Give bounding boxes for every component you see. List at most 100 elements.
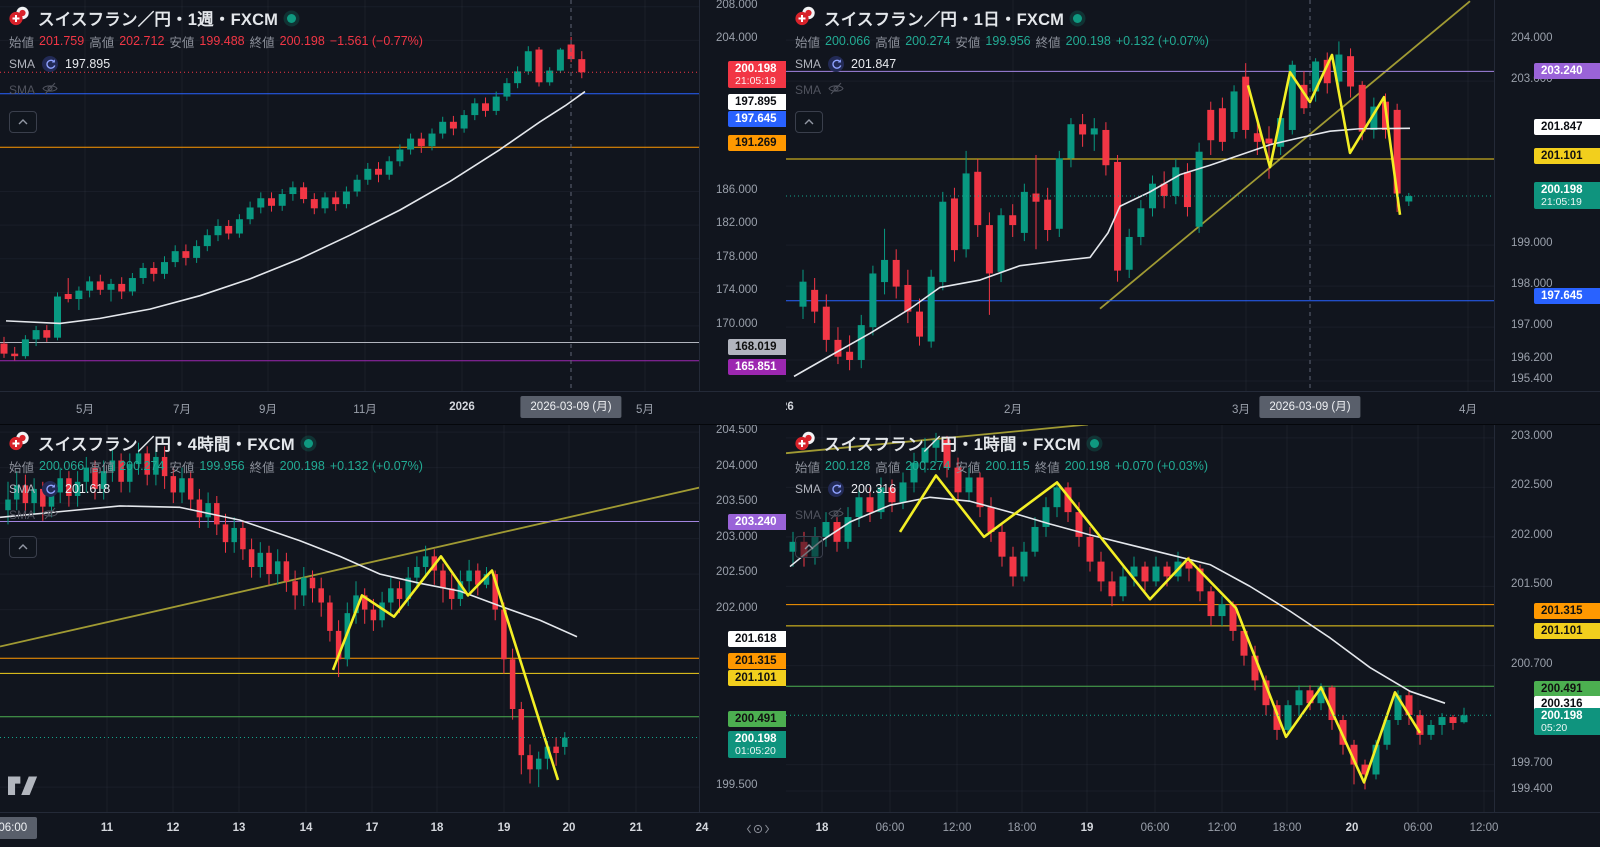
sma-line[interactable] <box>5 90 586 325</box>
candle <box>22 485 29 504</box>
candle <box>1079 124 1087 135</box>
sma-indicator-row[interactable]: SMA 200.316 <box>795 481 897 497</box>
price-label-chip[interactable]: 200.198 21:05:19 <box>728 61 786 88</box>
price-label-chip[interactable]: 191.269 <box>728 134 786 151</box>
sma-indicator-row[interactable]: SMA 197.895 <box>9 56 111 72</box>
sma-indicator-row[interactable]: SMA 201.618 <box>9 481 111 497</box>
candle <box>1183 172 1191 208</box>
price-label-chip[interactable]: 201.315 <box>728 652 786 669</box>
price-label-chip[interactable]: 197.645 <box>1534 287 1600 304</box>
chart-title[interactable]: スイスフラン／円・1週・FXCM <box>38 11 279 29</box>
sma-hidden-row[interactable]: SMA <box>795 503 1208 527</box>
sma-hidden-row[interactable]: SMA <box>9 503 423 527</box>
zigzag-line[interactable] <box>898 474 1422 784</box>
price-label-chip[interactable]: 201.101 <box>728 669 786 686</box>
trendline[interactable] <box>0 486 700 648</box>
price-label-chip[interactable]: 165.851 <box>728 358 786 375</box>
price-label-chip[interactable]: 197.645 <box>728 110 786 127</box>
scroll-to-realtime-icon[interactable] <box>746 822 770 841</box>
price-label-chip[interactable]: 197.895 <box>728 93 786 110</box>
market-status-icon[interactable] <box>303 438 313 448</box>
candle <box>1394 695 1402 721</box>
price-label-chip[interactable]: 200.198 01:05:20 <box>728 731 786 758</box>
sma-reload-icon[interactable] <box>42 56 59 72</box>
candle <box>86 281 94 291</box>
candle <box>13 485 20 500</box>
sma-line[interactable] <box>789 496 1446 704</box>
candle <box>1020 191 1028 233</box>
candlestick-plot-4h[interactable] <box>0 425 700 813</box>
sma-reload-icon[interactable] <box>42 481 59 497</box>
candle <box>974 171 982 226</box>
tradingview-logo[interactable] <box>8 776 38 805</box>
time-axis-1w[interactable]: 5月 7月 9月 11月 2026 5月 2026-03-09 (月) <box>0 391 786 424</box>
chart-title[interactable]: スイスフラン／円・4時間・FXCM <box>38 436 295 454</box>
candle <box>1031 526 1039 552</box>
sma-line[interactable] <box>793 127 1411 378</box>
candlestick-plot-1d[interactable] <box>786 0 1495 392</box>
eye-slash-icon[interactable] <box>42 507 58 523</box>
market-status-icon[interactable] <box>287 13 297 23</box>
chart-title[interactable]: スイスフラン／円・1時間・FXCM <box>824 436 1081 454</box>
sma-reload-icon[interactable] <box>828 56 845 72</box>
candle <box>1312 61 1320 92</box>
eye-slash-icon[interactable] <box>828 82 844 98</box>
collapse-header-button[interactable] <box>9 536 37 558</box>
market-status-icon[interactable] <box>1089 438 1099 448</box>
time-tick: 2月 <box>1004 404 1022 416</box>
price-label-chip[interactable]: 201.101 <box>1534 147 1600 164</box>
market-status-icon[interactable] <box>1073 13 1083 23</box>
sma-line[interactable] <box>0 505 578 638</box>
time-tick: 20 <box>1345 822 1359 834</box>
chart-panel-1w: 208.000 204.000 186.000 182.000 178.000 174.0… <box>0 0 786 424</box>
eye-slash-icon[interactable] <box>828 507 844 523</box>
price-label-chip[interactable]: 201.847 <box>1534 118 1600 135</box>
candle <box>139 267 147 279</box>
change-value: +0.132 (+0.07%) <box>1115 34 1209 48</box>
price-label-chip[interactable]: 203.240 <box>1534 62 1600 79</box>
candlestick-plot-1h[interactable] <box>786 425 1495 813</box>
candle <box>899 482 907 503</box>
collapse-header-button[interactable] <box>795 536 823 558</box>
candlestick-plot-1w[interactable] <box>0 0 700 392</box>
price-label-chip[interactable]: 200.198 21:05:19 <box>1534 182 1600 209</box>
sma-hidden-row[interactable]: SMA <box>795 78 1209 102</box>
trendline[interactable] <box>1099 0 1471 310</box>
candle <box>1086 536 1094 562</box>
price-label-chip[interactable]: 203.240 <box>728 513 786 530</box>
ohlc-row: 始値 200.128 高値 200.274 安値 200.115 終値 200.198 … <box>795 459 1209 475</box>
price-label-chip[interactable]: 200.491 <box>1534 680 1600 697</box>
sma-reload-icon[interactable] <box>828 481 845 497</box>
price-label-chip[interactable]: 200.491 <box>728 710 786 727</box>
trendline[interactable] <box>786 425 1089 455</box>
sma-hidden-row[interactable]: SMA <box>9 78 423 102</box>
price-axis-1h[interactable]: 203.000 202.500 202.000 201.500 200.700 199.7… <box>1494 425 1600 813</box>
sma-indicator-row[interactable]: SMA 201.847 <box>795 56 897 72</box>
eye-slash-icon[interactable] <box>42 82 58 98</box>
price-label-chip[interactable]: 200.198 05:20 <box>1534 708 1600 735</box>
candle <box>396 149 404 162</box>
candle <box>448 588 455 599</box>
time-axis-4h[interactable]: 11 12 13 14 17 18 19 20 21 24 2026-03-09 (月) 06:00 <box>0 812 786 847</box>
zigzag-line[interactable] <box>331 555 560 781</box>
candle <box>268 198 275 206</box>
price-axis-4h[interactable]: 204.500 204.000 203.500 203.000 202.500 202.0… <box>699 425 786 813</box>
chart-title[interactable]: スイスフラン／円・1日・FXCM <box>824 11 1065 29</box>
time-tick: 12:00 <box>1469 822 1499 834</box>
time-axis-1h[interactable]: 18 06:00 12:00 18:00 19 06:00 12:00 18:00 20 06:0… <box>786 812 1600 847</box>
price-label-chip[interactable]: 201.101 <box>1534 622 1600 639</box>
price-label-chip[interactable]: 168.019 <box>728 338 786 355</box>
price-label-chip[interactable]: 200.316 <box>1534 695 1600 712</box>
candle <box>1288 64 1296 130</box>
price-axis-1d[interactable]: 204.000 203.000 199.000 198.000 197.000 196.2… <box>1494 0 1600 392</box>
price-axis-1w[interactable]: 208.000 204.000 186.000 182.000 178.000 174.0… <box>699 0 786 392</box>
candle <box>278 194 286 206</box>
zigzag-line[interactable] <box>1246 53 1402 216</box>
collapse-header-button[interactable] <box>9 111 37 133</box>
candle <box>153 456 159 475</box>
collapse-header-button[interactable] <box>795 111 823 133</box>
price-label-chip[interactable]: 201.618 <box>728 630 786 647</box>
candle <box>161 456 168 477</box>
price-label-chip[interactable]: 201.315 <box>1534 602 1600 619</box>
time-axis-1d[interactable]: 2026 2月 3月 4月 2026-03-09 (月) <box>786 391 1600 424</box>
